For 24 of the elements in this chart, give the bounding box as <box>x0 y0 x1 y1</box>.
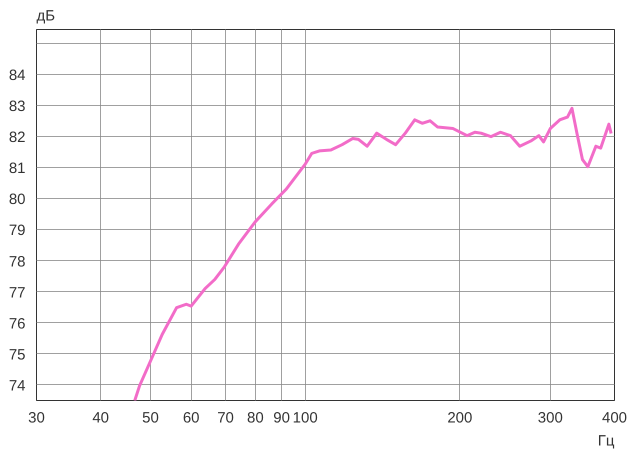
y-tick-label: 77 <box>8 284 26 302</box>
y-tick-label: 82 <box>8 129 26 146</box>
x-tick-label: 80 <box>247 410 264 426</box>
x-tick-label: 200 <box>447 410 472 426</box>
y-tick-label: 81 <box>8 160 26 178</box>
x-tick-label: 400 <box>602 410 628 426</box>
x-tick-label: 90 <box>273 410 290 426</box>
x-tick-label: 50 <box>142 410 159 426</box>
y-tick-label: 75 <box>8 346 26 364</box>
x-tick-label: 300 <box>538 410 563 426</box>
x-tick-label: 60 <box>182 410 200 426</box>
y-tick-label: 74 <box>8 377 26 394</box>
x-tick-label: 100 <box>292 410 318 426</box>
y-tick-label: 80 <box>8 191 26 208</box>
y-tick-label: 76 <box>8 315 26 332</box>
y-tick-label: 78 <box>8 253 26 270</box>
y-tick-label: 84 <box>8 67 26 84</box>
x-tick-label: 30 <box>28 410 45 426</box>
x-tick-label: 40 <box>92 410 110 426</box>
x-axis-title: Гц <box>598 432 615 450</box>
y-axis-title: дБ <box>36 8 56 24</box>
x-tick-label: 70 <box>217 410 234 426</box>
y-tick-label: 83 <box>8 98 26 116</box>
y-tick-label: 79 <box>8 222 26 240</box>
